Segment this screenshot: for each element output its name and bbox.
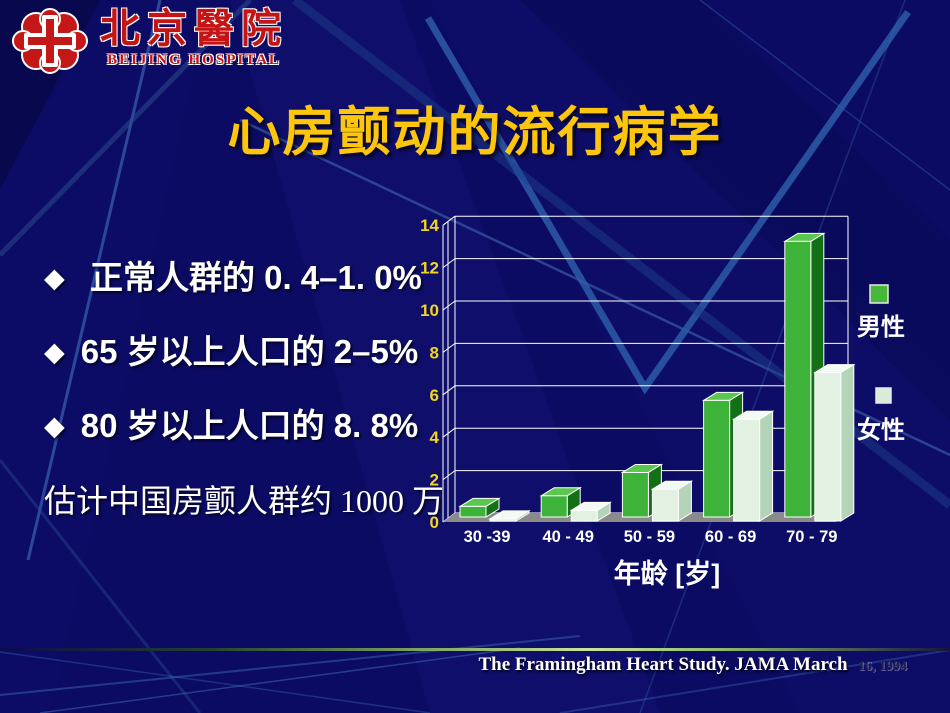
citation-date: 16, 1994 xyxy=(858,659,907,674)
bullet-item: ◆ 65 岁以上人口的 2–5% xyxy=(44,332,444,372)
bg-wedge xyxy=(230,0,660,713)
legend-label: 女性 xyxy=(857,416,905,444)
bg-wedge xyxy=(0,0,210,713)
bg-streak xyxy=(39,647,521,713)
bg-streak xyxy=(0,651,431,713)
grid-jog xyxy=(442,385,456,396)
x-axis-category-label: 50 - 59 xyxy=(624,528,675,546)
hospital-emblem-icon xyxy=(12,8,88,74)
bar-female-side xyxy=(840,363,855,522)
y-axis-tick-label: 12 xyxy=(420,259,439,278)
grid-jog xyxy=(442,427,456,438)
bg-streak xyxy=(0,635,581,696)
diamond-bullet-icon: ◆ xyxy=(44,411,65,441)
y-axis-tick-label: 4 xyxy=(430,428,440,447)
bg-streak xyxy=(0,0,252,257)
bullet-text: 80 岁以上人口的 8. 8% xyxy=(80,407,419,444)
footer-divider xyxy=(0,648,950,651)
bg-streak xyxy=(559,649,950,713)
y-axis-tick-label: 14 xyxy=(420,216,439,235)
bullet-text: 正常人群的 0. 4–1. 0% xyxy=(80,259,422,296)
bg-streak xyxy=(639,0,906,713)
bar-female-1 xyxy=(570,509,598,522)
x-axis-category-label: 60 - 69 xyxy=(705,528,756,546)
x-axis-category-label: 40 - 49 xyxy=(543,528,594,546)
legend-swatch xyxy=(869,284,889,304)
citation-text: The Framingham Heart Study. JAMA March xyxy=(478,654,848,675)
y-axis-tick-label: 6 xyxy=(430,386,439,405)
slide-title: 心房颤动的流行病学 xyxy=(227,103,723,162)
bar-male-4 xyxy=(784,240,812,518)
bar-female-side xyxy=(759,410,774,522)
bg-streak xyxy=(26,0,162,561)
diamond-bullet-icon: ◆ xyxy=(44,263,65,293)
grid-jog xyxy=(442,300,456,311)
legend-label: 男性 xyxy=(857,314,905,341)
diamond-bullet-icon: ◆ xyxy=(44,337,65,367)
grid-jog xyxy=(442,215,456,226)
bg-streak-v xyxy=(424,9,911,395)
note-text: 估计中国房颤人群约 1000 万 xyxy=(44,483,445,519)
hospital-name-zh: 北京醫院 xyxy=(100,6,288,51)
emblem-cross-red xyxy=(28,37,72,45)
y-axis-tick-label: 2 xyxy=(430,471,439,490)
legend-swatch xyxy=(875,387,892,404)
bg-wedge xyxy=(430,0,950,713)
bg-wedge xyxy=(520,0,950,420)
x-axis-title: 年龄 [岁] xyxy=(614,558,720,589)
bar-female-2 xyxy=(651,488,679,522)
af-prevalence-chart: 0 2 4 6 8 10 12 14 30 -39 40 - 49 50 - 59 60 - 69 70… xyxy=(420,215,905,589)
bar-male-3 xyxy=(703,399,731,518)
bar-female-0 xyxy=(489,518,517,522)
bg-streak xyxy=(0,459,202,713)
bar-male-0 xyxy=(459,505,487,518)
bullet-list: ◆ 正常人群的 0. 4–1. 0% ◆ 65 岁以上人口的 2–5% ◆ 80… xyxy=(44,258,444,480)
y-axis-tick-label: 8 xyxy=(430,343,439,362)
y-axis-tick-label: 10 xyxy=(420,301,439,320)
x-axis-category-label: 70 - 79 xyxy=(786,528,837,546)
grid-jog xyxy=(442,342,456,353)
bullet-text: 65 岁以上人口的 2–5% xyxy=(80,333,419,370)
grid-jog xyxy=(442,258,456,268)
hospital-logo: 北京醫院 BEIJING HOSPITAL xyxy=(10,5,288,77)
bar-female-3 xyxy=(733,418,761,522)
bar-male-2 xyxy=(621,471,649,518)
bg-streak xyxy=(699,0,950,191)
bullet-item: ◆ 正常人群的 0. 4–1. 0% xyxy=(44,258,444,298)
hospital-logo-text: 北京醫院 BEIJING HOSPITAL xyxy=(100,5,288,69)
citation: The Framingham Heart Study. JAMA March 1… xyxy=(478,654,907,676)
y-axis-tick-label: 0 xyxy=(430,513,439,532)
grid-jog xyxy=(442,470,456,481)
x-axis-category-label: 30 -39 xyxy=(464,528,511,546)
bar-female-4 xyxy=(814,372,842,522)
hospital-name-en: BEIJING HOSPITAL xyxy=(107,52,281,68)
bar-male-1 xyxy=(540,495,568,518)
bullet-item: ◆ 80 岁以上人口的 8. 8% xyxy=(44,406,444,446)
